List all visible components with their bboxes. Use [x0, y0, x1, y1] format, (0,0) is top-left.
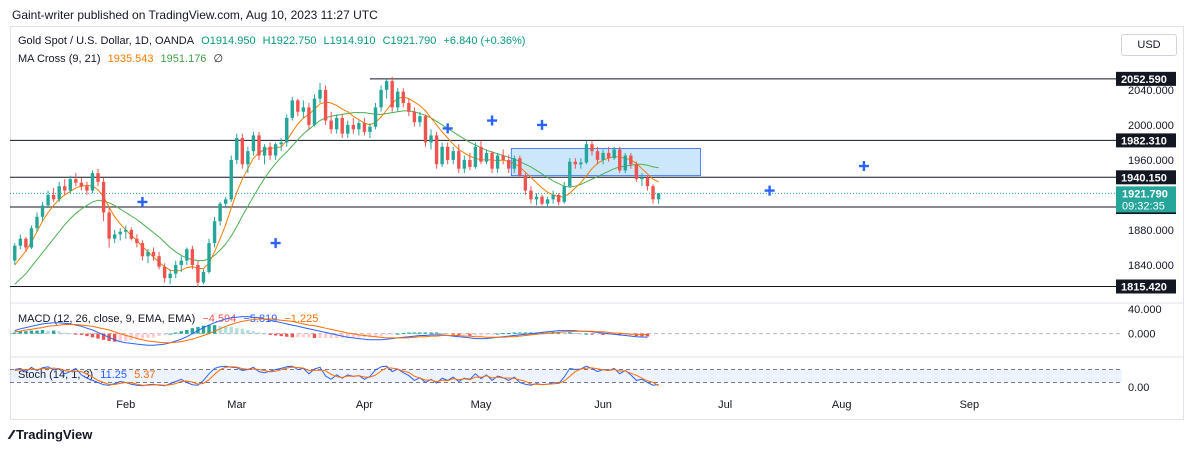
price-legend: Gold Spot / U.S. Dollar, 1D, OANDA O1914… [18, 35, 529, 47]
high-value: H1922.750 [262, 35, 317, 47]
ma-legend: MA Cross (9, 21) 1935.543 1951.176 ∅ [18, 52, 227, 65]
ma-fast-value: 1935.543 [107, 53, 154, 65]
stoch-label[interactable]: Stoch (14, 1, 3) [18, 369, 94, 381]
open-value: O1914.950 [201, 35, 256, 47]
stoch-d-value: 5.37 [134, 369, 156, 381]
macd-legend: MACD (12, 26, close, 9, EMA, EMA) −4.594… [18, 313, 322, 325]
currency-button[interactable]: USD [1121, 34, 1177, 56]
macd-hist-value: −4.594 [202, 313, 237, 325]
stoch-legend: Stoch (14, 1, 3) 11.25 5.37 [18, 369, 159, 381]
stoch-k-value: 11.25 [100, 369, 127, 381]
macd-line-value: −5.819 [243, 313, 278, 325]
close-value: C1921.790 [382, 35, 437, 47]
ma-empty-value: ∅ [213, 53, 224, 65]
low-value: L1914.910 [323, 35, 376, 47]
macd-label[interactable]: MACD (12, 26, close, 9, EMA, EMA) [18, 313, 196, 325]
symbol-label[interactable]: Gold Spot / U.S. Dollar, 1D, OANDA [18, 35, 195, 47]
change-value: +6.840 (+0.36%) [443, 35, 526, 47]
tradingview-logo-icon: ⁄⁄ [10, 427, 14, 442]
ma-label[interactable]: MA Cross (9, 21) [18, 53, 101, 65]
chart-container [10, 26, 1184, 420]
publisher-caption: Gaint-writer published on TradingView.co… [12, 8, 378, 22]
tradingview-footer: ⁄⁄ TradingView [10, 427, 92, 442]
tradingview-brand: TradingView [15, 427, 93, 442]
macd-signal-value: −1.225 [284, 313, 319, 325]
ma-slow-value: 1951.176 [160, 53, 207, 65]
